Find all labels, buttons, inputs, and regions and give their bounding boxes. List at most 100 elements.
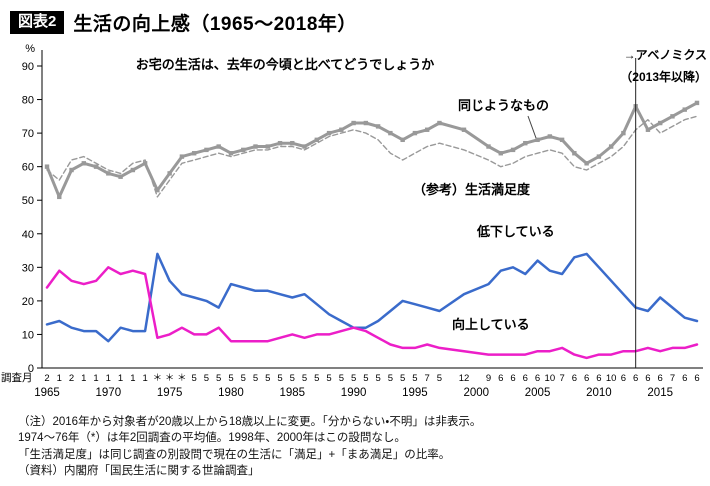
svg-text:5: 5 <box>241 373 246 384</box>
satisfaction-series-label: （参考）生活満足度 <box>413 182 531 197</box>
series-same-line <box>45 101 699 199</box>
svg-text:60: 60 <box>22 162 34 174</box>
svg-text:＊: ＊ <box>153 373 163 384</box>
svg-text:10: 10 <box>22 329 34 341</box>
series-same-marker <box>658 120 663 126</box>
series-same-marker <box>339 127 344 132</box>
series-same-marker <box>93 164 99 169</box>
svg-text:12: 12 <box>459 373 470 384</box>
svg-text:6: 6 <box>694 373 699 384</box>
series-same-marker <box>694 100 700 106</box>
series-same-marker <box>228 151 234 156</box>
svg-text:6: 6 <box>658 373 663 384</box>
series-same-marker <box>351 120 356 126</box>
series-same-marker <box>118 174 123 179</box>
series-same-marker <box>375 124 381 129</box>
series-same-marker <box>388 130 393 136</box>
svg-text:5: 5 <box>339 373 344 384</box>
same-label-connector <box>527 115 537 139</box>
svg-text:7: 7 <box>425 373 430 384</box>
svg-text:1990: 1990 <box>341 387 367 399</box>
svg-text:1970: 1970 <box>96 387 122 399</box>
svg-text:5: 5 <box>277 373 282 384</box>
svg-text:6: 6 <box>633 373 638 384</box>
svg-text:6: 6 <box>572 373 577 384</box>
series-same-marker <box>277 140 283 146</box>
series-same-marker <box>608 144 614 149</box>
x-axis-month-labels: 調査月 2 1 2 1 1 1 1 1 1 ＊＊＊ 5 5 5 5 5 5 5 5 5 5 5 5 5 5 5 5 5 5 5 7 5 12 9 6… <box>1 371 700 384</box>
svg-text:1980: 1980 <box>218 387 244 399</box>
series-same-marker <box>461 127 467 132</box>
svg-text:6: 6 <box>523 373 528 384</box>
svg-text:1985: 1985 <box>279 387 305 399</box>
svg-text:9: 9 <box>486 373 491 384</box>
series-same-marker <box>69 167 74 173</box>
series-same-marker <box>216 144 221 149</box>
svg-text:1975: 1975 <box>157 387 183 399</box>
svg-text:2005: 2005 <box>525 387 551 399</box>
y-axis-labels: 0 10 20 30 40 50 60 70 80 90% <box>22 43 35 375</box>
svg-text:7: 7 <box>670 373 675 384</box>
footnote-3: 「生活満足度」は同じ調査の別設問で現在の生活に「満足」+「まあ満足」の比率。 <box>18 448 451 461</box>
abenomics-label: →アベノミクス <box>624 48 707 62</box>
y-axis-unit-label: % <box>25 43 35 55</box>
svg-text:1965: 1965 <box>34 387 60 399</box>
series-decline <box>45 252 699 343</box>
svg-text:5: 5 <box>326 373 331 384</box>
svg-text:1: 1 <box>81 373 86 384</box>
svg-text:2015: 2015 <box>647 387 673 399</box>
svg-text:1995: 1995 <box>402 387 428 399</box>
series-same-marker <box>400 137 405 143</box>
svg-text:10: 10 <box>606 373 617 384</box>
svg-text:2: 2 <box>44 373 49 384</box>
footnote-2: 1974〜76年（*）は年2回調査の平均値。1998年、2000年はこの設問なし… <box>18 432 406 445</box>
series-same-marker <box>498 151 503 156</box>
series-same-marker <box>142 161 148 166</box>
series-same-marker <box>559 137 565 143</box>
svg-text:2: 2 <box>69 373 74 384</box>
series-same-marker <box>290 140 295 146</box>
series-same-marker <box>191 151 197 156</box>
series-same-marker <box>547 134 553 139</box>
svg-text:1: 1 <box>118 373 123 384</box>
series-same-marker <box>645 127 651 132</box>
svg-text:6: 6 <box>535 373 540 384</box>
series-same-marker <box>253 144 258 149</box>
series-same-marker <box>106 171 111 176</box>
series-decline-line <box>45 252 699 343</box>
series-same-marker <box>523 140 528 146</box>
svg-text:5: 5 <box>216 373 221 384</box>
improve-series-label: 向上している <box>452 317 530 332</box>
svg-text:5: 5 <box>351 373 356 384</box>
svg-text:1: 1 <box>57 373 62 384</box>
svg-text:1: 1 <box>106 373 111 384</box>
svg-text:6: 6 <box>645 373 650 384</box>
series-same-marker <box>130 167 136 173</box>
svg-text:5: 5 <box>290 373 295 384</box>
svg-text:70: 70 <box>22 128 34 140</box>
svg-text:5: 5 <box>375 373 380 384</box>
svg-text:5: 5 <box>253 373 258 384</box>
series-same-marker <box>204 147 209 153</box>
svg-text:6: 6 <box>498 373 503 384</box>
abenomics-sub-label: （2013年以降） <box>620 69 707 84</box>
svg-text:90: 90 <box>22 61 34 73</box>
series-same-marker <box>44 164 50 169</box>
series-same-marker <box>167 171 172 176</box>
svg-text:5: 5 <box>302 373 307 384</box>
svg-text:40: 40 <box>22 229 34 241</box>
svg-text:6: 6 <box>682 373 687 384</box>
series-same-marker <box>155 187 160 193</box>
series-same-marker <box>486 144 491 149</box>
svg-text:6: 6 <box>596 373 601 384</box>
figure-header: 図表2 生活の向上感（1965〜2018年） <box>0 0 710 38</box>
series-same-marker <box>670 114 675 119</box>
series-same-marker <box>265 144 270 149</box>
svg-text:5: 5 <box>388 373 393 384</box>
series-same-marker <box>535 137 540 143</box>
svg-text:5: 5 <box>400 373 405 384</box>
series-improve <box>45 266 699 360</box>
x-axis-year-labels: 1965 1970 1975 1980 1985 1990 1995 2000 2005 2010… <box>34 387 673 399</box>
